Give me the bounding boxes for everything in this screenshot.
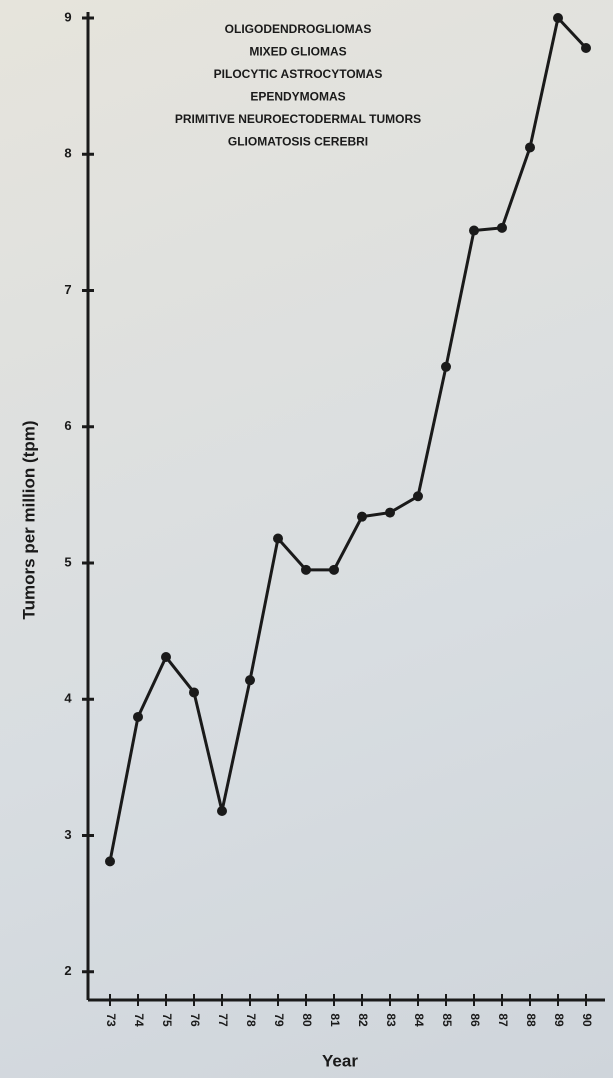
x-tick-label: 83 [384,1013,398,1027]
data-point [441,361,451,372]
y-tick-label: 3 [64,827,71,842]
x-tick-label: 74 [132,1013,146,1027]
legend-line: GLIOMATOSIS CEREBRI [228,135,368,149]
data-point [581,42,591,53]
data-point [497,222,507,233]
legend-line: MIXED GLIOMAS [249,45,346,59]
x-tick-label: 87 [496,1013,510,1027]
legend-line: EPENDYMOMAS [250,90,345,104]
x-tick-label: 84 [412,1013,426,1027]
y-tick-label: 6 [64,418,71,433]
x-tick-label: 89 [552,1013,566,1027]
y-axis-title: Tumors per million (tpm) [19,421,38,620]
x-tick-label: 79 [272,1013,286,1027]
x-tick-label: 75 [160,1013,174,1027]
x-tick-label: 88 [524,1013,538,1027]
data-point [105,856,115,867]
data-point [133,711,143,722]
y-tick-label: 4 [64,691,72,706]
legend-line: PRIMITIVE NEUROECTODERMAL TUMORS [175,112,421,126]
data-point [413,491,423,502]
x-tick-label: 86 [468,1013,482,1027]
legend-line: OLIGODENDROGLIOMAS [225,22,372,36]
data-point [189,687,199,698]
data-point [329,564,339,575]
x-tick-label: 82 [356,1013,370,1027]
data-point [469,225,479,236]
y-tick-label: 8 [64,146,71,161]
data-point [217,805,227,816]
x-tick-label: 85 [440,1013,454,1027]
x-axis-title: Year [322,1051,358,1070]
y-tick-label: 5 [64,554,71,569]
data-point [357,511,367,522]
data-point [385,507,395,518]
data-point [161,652,171,663]
legend-block: OLIGODENDROGLIOMAS MIXED GLIOMAS PILOCYTIC… [175,22,421,149]
data-point [301,564,311,575]
y-tick-label: 2 [64,963,71,978]
data-point [273,533,283,544]
x-tick-label: 80 [300,1013,314,1027]
data-point [525,142,535,153]
x-tick-label: 76 [188,1013,202,1027]
x-tick-label: 81 [328,1013,342,1027]
x-tick-label: 77 [216,1013,230,1027]
x-tick-label: 73 [104,1013,118,1027]
y-tick-label: 9 [64,9,71,24]
data-line [108,14,588,862]
y-tick-label: 7 [64,282,71,297]
legend-line: PILOCYTIC ASTROCYTOMAS [214,67,383,81]
x-tick-label: 78 [244,1013,258,1027]
data-point [245,675,255,686]
data-point [553,13,563,23]
x-tick-label: 90 [580,1013,594,1027]
